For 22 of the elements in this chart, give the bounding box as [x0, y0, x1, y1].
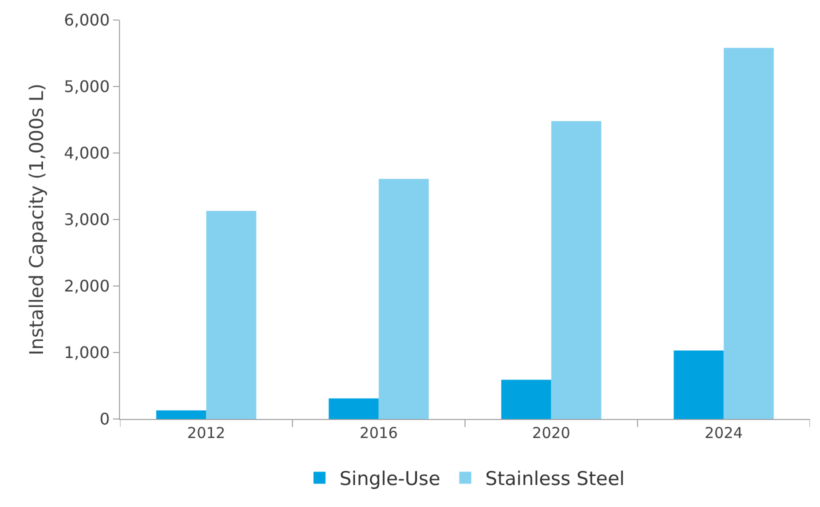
bar [156, 410, 206, 419]
x-tick-label: 2016 [360, 424, 398, 442]
bar [724, 48, 774, 419]
bar [674, 350, 724, 419]
x-tick-label: 2020 [532, 424, 570, 442]
bar [378, 178, 429, 419]
bar [501, 380, 552, 419]
x-tick-label: 2012 [187, 424, 226, 442]
y-tick-label: 4,000 [64, 144, 110, 163]
bar [551, 121, 602, 419]
legend-label: Single-Use [340, 468, 440, 490]
y-tick-label: 1,000 [64, 343, 110, 362]
y-tick-label: 3,000 [64, 210, 110, 230]
x-tick-label: 2024 [704, 424, 743, 442]
y-tick-label: 2,000 [64, 276, 110, 296]
y-tick-label: 5,000 [64, 77, 110, 96]
bar [328, 398, 379, 419]
legend-label: Stainless Steel [485, 468, 625, 490]
y-tick-label: 0 [100, 410, 110, 429]
y-axis-title: Installed Capacity (1,000s L) [26, 84, 48, 356]
bar [206, 210, 256, 419]
y-tick-label: 6,000 [64, 10, 110, 30]
